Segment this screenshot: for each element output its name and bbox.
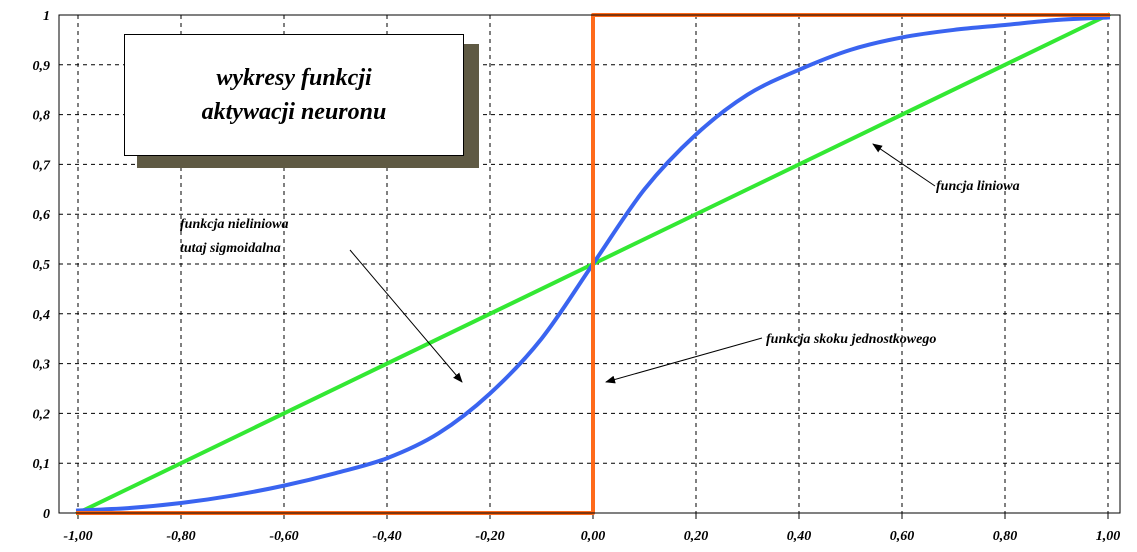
y-tick-label: 1 xyxy=(43,9,50,24)
chart-title-line-1: wykresy funkcji xyxy=(216,65,372,91)
y-axis-ticks: 0 0,1 0,2 0,3 0,4 0,5 0,6 0,7 0,8 0,9 1 xyxy=(33,9,52,522)
x-axis-ticks: -1,00 -0,80 -0,60 -0,40 -0,20 0,00 0,20 0,40 0,6… xyxy=(63,513,1120,544)
annotation-nonlinear: funkcja nieliniowa tutaj sigmoidalna xyxy=(180,217,463,383)
y-tick-label: 0,2 xyxy=(33,407,51,422)
y-tick-label: 0,8 xyxy=(33,109,51,124)
chart-title-line-2: aktywacji neuronu xyxy=(201,99,387,125)
chart-title-box: wykresy funkcji aktywacji neuronu xyxy=(124,34,464,156)
annotation-nonlinear-line-1: funkcja nieliniowa xyxy=(180,217,289,232)
y-tick-label: 0 xyxy=(43,507,50,522)
y-tick-label: 0,5 xyxy=(33,258,51,273)
annotation-linear: funcja liniowa xyxy=(872,143,1020,194)
x-tick-label: -0,80 xyxy=(166,529,195,544)
x-tick-label: 1,00 xyxy=(1096,529,1121,544)
annotation-step: funkcja skoku jednostkowego xyxy=(605,332,936,384)
x-tick-label: -1,00 xyxy=(63,529,92,544)
x-tick-label: 0,20 xyxy=(684,529,709,544)
y-tick-label: 0,4 xyxy=(33,308,51,323)
annotation-nonlinear-arrow xyxy=(349,249,463,383)
x-tick-label: 0,60 xyxy=(890,529,915,544)
annotation-step-label: funkcja skoku jednostkowego xyxy=(766,332,936,347)
annotation-nonlinear-line-2: tutaj sigmoidalna xyxy=(180,241,281,256)
y-tick-label: 0,1 xyxy=(33,457,51,472)
x-tick-label: -0,20 xyxy=(475,529,504,544)
x-tick-label: 0,80 xyxy=(993,529,1018,544)
x-tick-label: -0,40 xyxy=(372,529,401,544)
x-tick-label: 0,40 xyxy=(787,529,812,544)
y-tick-label: 0,6 xyxy=(33,208,51,223)
y-tick-label: 0,7 xyxy=(33,158,52,173)
plot-area-frame xyxy=(58,14,1121,514)
annotation-linear-label: funcja liniowa xyxy=(936,179,1020,194)
y-tick-label: 0,3 xyxy=(33,358,51,373)
y-tick-label: 0,9 xyxy=(33,59,51,74)
annotation-linear-arrow xyxy=(872,143,936,187)
x-tick-label: 0,00 xyxy=(581,529,606,544)
annotation-step-arrow xyxy=(605,337,763,384)
x-tick-label: -0,60 xyxy=(269,529,298,544)
